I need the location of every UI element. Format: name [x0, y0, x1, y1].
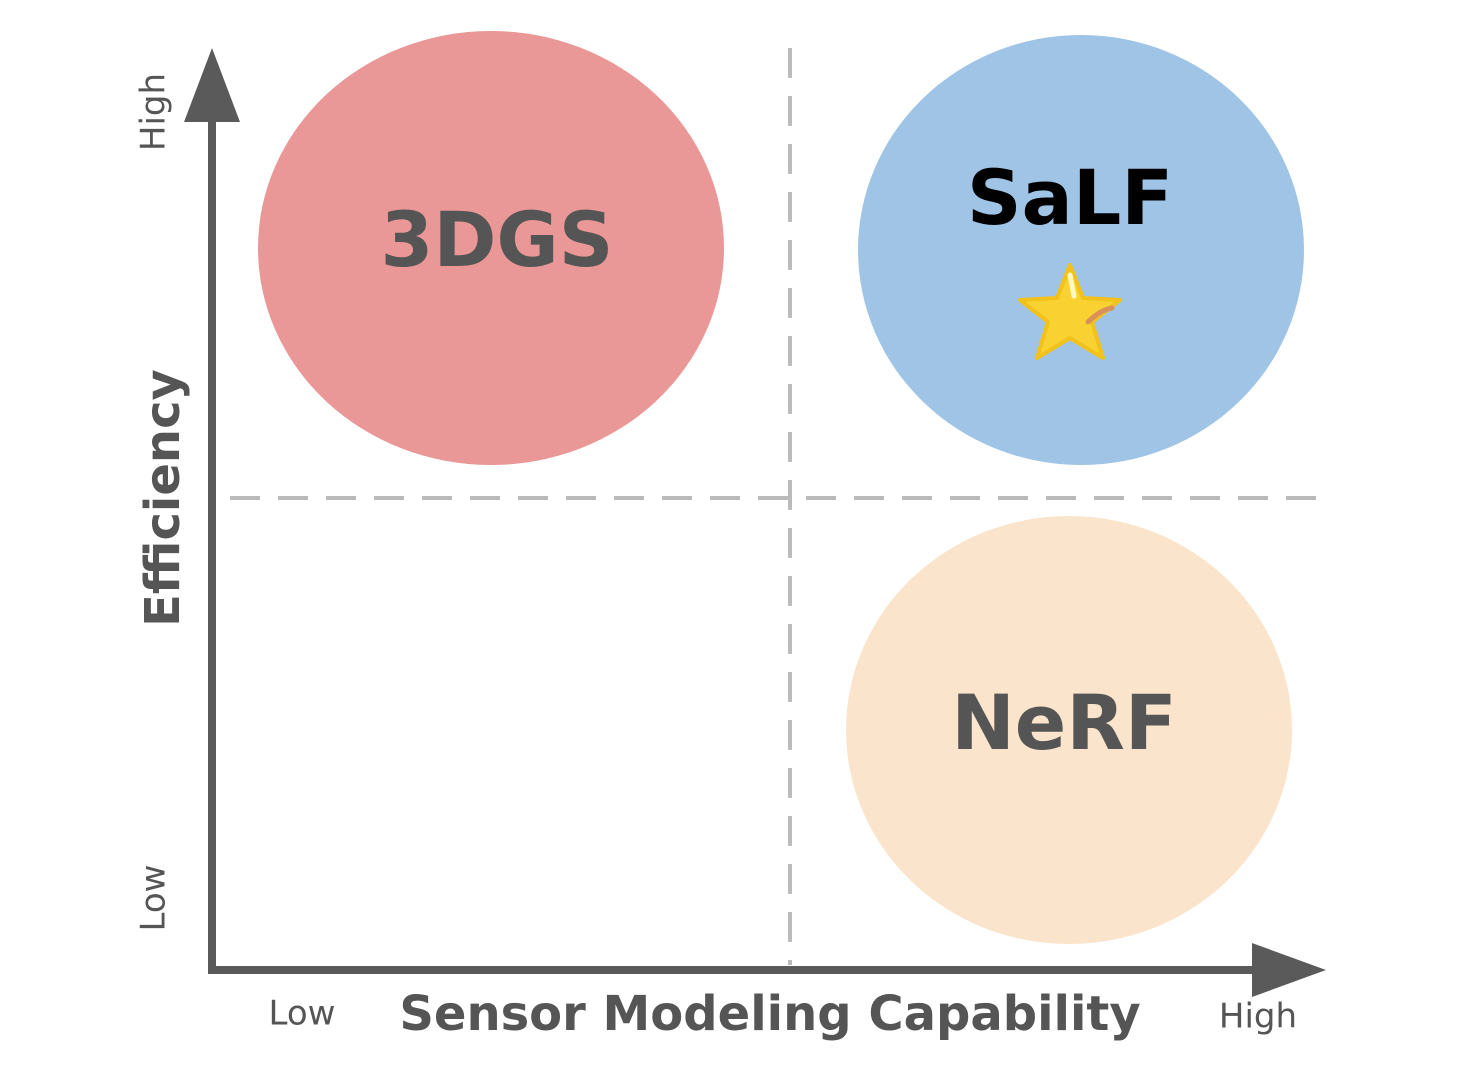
y-axis-title: Efficiency	[135, 369, 191, 627]
bubble-3dgs	[258, 31, 724, 465]
bubble-salf	[858, 35, 1304, 465]
y-axis-low: Low	[134, 865, 174, 932]
x-axis-low: Low	[269, 994, 336, 1034]
node-label: NeRF	[951, 678, 1177, 767]
node-label: 3DGS	[380, 195, 613, 284]
y-axis-arrow	[184, 48, 240, 122]
bubble-nerf	[846, 516, 1292, 944]
x-axis-high: High	[1219, 997, 1297, 1037]
y-axis-high: High	[134, 73, 174, 151]
x-axis-arrow	[1252, 943, 1326, 997]
x-axis-title: Sensor Modeling Capability	[399, 986, 1140, 1042]
star-icon	[1018, 263, 1122, 360]
node-label: SaLF	[967, 153, 1173, 242]
